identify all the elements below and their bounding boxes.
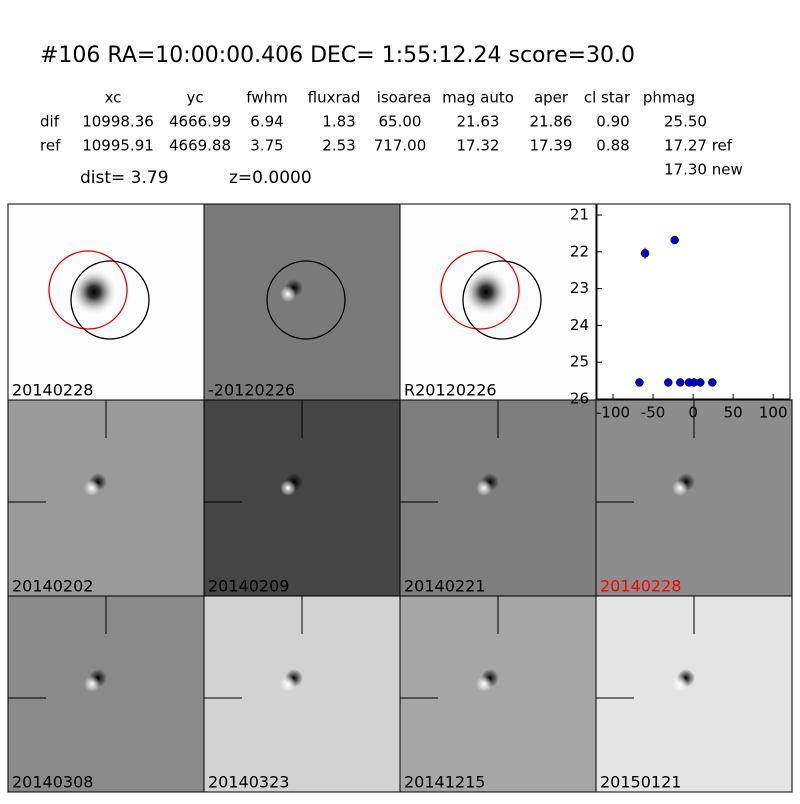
blob-light bbox=[672, 676, 688, 692]
blob-light bbox=[476, 480, 492, 496]
blob-light bbox=[280, 676, 296, 692]
x-tick-label: 0 bbox=[688, 404, 698, 422]
panel-label: 20141215 bbox=[404, 773, 485, 792]
point bbox=[640, 249, 650, 258]
column-header: aper bbox=[534, 89, 569, 107]
table-cell: 17.32 bbox=[457, 137, 500, 155]
table-cell: 0.88 bbox=[596, 137, 629, 155]
redshift: z=0.0000 bbox=[229, 168, 312, 188]
table-cell: 6.94 bbox=[250, 113, 283, 131]
panel-label: -20120226 bbox=[208, 381, 295, 400]
column-header: fwhm bbox=[246, 89, 287, 107]
table-cell: 0.90 bbox=[596, 113, 629, 131]
table-cell: 3.75 bbox=[250, 137, 283, 155]
panel-label: 20150121 bbox=[600, 773, 681, 792]
table-cell: 10998.36 bbox=[82, 113, 154, 131]
panel-label: 20140209 bbox=[208, 577, 289, 596]
blob-light bbox=[280, 480, 296, 496]
y-tick-label: 22 bbox=[570, 242, 589, 260]
table-cell: 2.53 bbox=[322, 137, 355, 155]
column-header: mag auto bbox=[442, 89, 514, 107]
point bbox=[664, 378, 673, 387]
point bbox=[696, 378, 705, 387]
blob-light bbox=[84, 676, 100, 692]
ref-circle bbox=[440, 250, 520, 330]
dist: dist= 3.79 bbox=[80, 168, 169, 188]
dif-circle bbox=[266, 260, 346, 340]
table-cell: 17.27 ref bbox=[664, 137, 733, 155]
blob-light bbox=[476, 676, 492, 692]
blob-light bbox=[84, 480, 100, 496]
table-cell: ref bbox=[40, 137, 61, 155]
panel-label: 20140228 bbox=[600, 577, 681, 596]
column-header: cl star bbox=[584, 89, 631, 107]
point bbox=[708, 378, 717, 387]
dif-circle bbox=[462, 260, 542, 340]
panel-label: 20140221 bbox=[404, 577, 485, 596]
x-tick-label: -50 bbox=[641, 404, 666, 422]
column-header: phmag bbox=[643, 89, 695, 107]
blob-light bbox=[280, 286, 296, 302]
table-cell: 4669.88 bbox=[169, 137, 231, 155]
image-panel bbox=[203, 203, 401, 401]
table-cell: 4666.99 bbox=[169, 113, 231, 131]
table-cell: 17.39 bbox=[530, 137, 573, 155]
x-tick-label: -100 bbox=[596, 404, 630, 422]
table-cell: 25.50 bbox=[664, 113, 707, 131]
title: #106 RA=10:00:00.406 DEC= 1:55:12.24 sco… bbox=[40, 43, 635, 68]
table-cell: 21.63 bbox=[457, 113, 500, 131]
phmag-new: 17.30 new bbox=[664, 161, 743, 179]
y-tick-label: 26 bbox=[570, 390, 589, 408]
point bbox=[676, 378, 685, 387]
column-header: xc bbox=[105, 89, 122, 107]
source bbox=[70, 268, 118, 316]
column-header: fluxrad bbox=[308, 89, 361, 107]
panel-label: 20140323 bbox=[208, 773, 289, 792]
table-cell: 65.00 bbox=[379, 113, 422, 131]
table-cell: 717.00 bbox=[374, 137, 427, 155]
y-tick-label: 23 bbox=[570, 279, 589, 297]
table-cell: 21.86 bbox=[530, 113, 573, 131]
column-header: isoarea bbox=[377, 89, 432, 107]
point bbox=[635, 378, 644, 387]
y-tick-label: 21 bbox=[570, 206, 589, 224]
dif-circle bbox=[70, 260, 150, 340]
source bbox=[462, 268, 510, 316]
panel-label: 20140308 bbox=[12, 773, 93, 792]
panel-label: 20140202 bbox=[12, 577, 93, 596]
column-header: yc bbox=[186, 89, 203, 107]
x-tick-label: 50 bbox=[724, 404, 743, 422]
x-tick-label: 100 bbox=[759, 404, 788, 422]
panel-label: 20140228 bbox=[12, 381, 93, 400]
y-tick-label: 24 bbox=[570, 316, 589, 334]
table-cell: dif bbox=[40, 113, 60, 131]
ref-circle bbox=[48, 250, 128, 330]
y-tick-label: 25 bbox=[570, 353, 589, 371]
panel-label: R20120226 bbox=[404, 381, 497, 400]
table-cell: 1.83 bbox=[322, 113, 355, 131]
point bbox=[670, 235, 679, 245]
plot-area bbox=[596, 203, 791, 400]
table-cell: 10995.91 bbox=[82, 137, 154, 155]
blob-light bbox=[672, 480, 688, 496]
